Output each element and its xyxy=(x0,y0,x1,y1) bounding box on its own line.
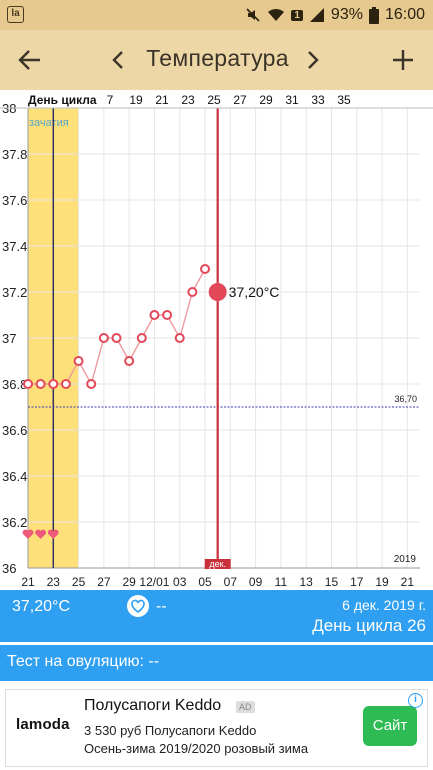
data-point xyxy=(86,379,97,389)
status-bar: la 1 93% 16:00 xyxy=(0,0,433,30)
x-tick-label: 27 xyxy=(97,575,111,589)
ad-badge: AD xyxy=(236,701,255,713)
cycle-day-label: 25 xyxy=(207,93,221,107)
x-tick-label: 29 xyxy=(122,575,136,589)
cycle-day-label: 23 xyxy=(181,93,195,107)
data-point xyxy=(136,333,147,343)
y-tick-label: 36.6 xyxy=(2,423,27,438)
x-tick-label: 19 xyxy=(375,575,389,589)
battery-icon xyxy=(368,6,379,24)
heart-icon xyxy=(47,529,59,539)
x-tick-label: 25 xyxy=(72,575,86,589)
ad-description-1: 3 530 руб Полусапоги Keddo xyxy=(84,723,257,738)
cycle-day-label: 19 xyxy=(129,93,143,107)
cycle-day-label: 7 xyxy=(107,93,114,107)
heart-icon xyxy=(35,529,47,539)
data-point xyxy=(60,379,71,389)
ovulation-test-label: Тест на овуляцию: -- xyxy=(7,653,160,670)
day-summary-bar[interactable]: 37,20°C -- 6 дек. 2019 г. День цикла 26 xyxy=(0,590,433,642)
year-label: 2019 xyxy=(394,554,417,565)
cycle-day-label: 27 xyxy=(233,93,247,107)
data-point xyxy=(23,379,33,389)
x-tick-label: 21 xyxy=(21,575,35,589)
y-tick-label: 36 xyxy=(2,561,16,576)
plus-icon[interactable] xyxy=(387,44,419,76)
selected-temperature: 37,20°C xyxy=(12,598,70,615)
x-tick-label: 03 xyxy=(173,575,187,589)
x-tick-label: 15 xyxy=(325,575,339,589)
y-tick-label: 36.2 xyxy=(2,515,27,530)
data-point xyxy=(187,287,198,297)
x-tick-label: 21 xyxy=(401,575,415,589)
x-tick-label: 09 xyxy=(249,575,263,589)
heart-icon xyxy=(22,529,34,539)
y-tick-label: 37.2 xyxy=(2,285,27,300)
y-tick-label: 37.8 xyxy=(2,147,27,162)
data-point xyxy=(73,356,84,366)
ad-site-button[interactable]: Сайт xyxy=(363,706,417,746)
y-tick-label: 36.8 xyxy=(2,377,27,392)
mute-icon xyxy=(246,8,260,22)
x-tick-label: 11 xyxy=(275,575,288,589)
signal-icon xyxy=(309,8,324,22)
x-tick-label: 05 xyxy=(198,575,212,589)
selected-point-label: 37,20°C xyxy=(229,284,280,300)
y-tick-label: 37 xyxy=(2,331,16,346)
selected-date: 6 дек. 2019 г. xyxy=(342,597,426,613)
coverline-label: 36,70 xyxy=(394,394,417,404)
cycle-day: День цикла 26 xyxy=(312,616,426,635)
cycle-day-label: 21 xyxy=(155,93,169,107)
temperature-chart[interactable]: зачатия 38 37.8 37.6 37.4 37.2 37 36.8 36.6 36.4 3… xyxy=(0,90,433,590)
battery-percent: 93% xyxy=(330,6,363,23)
cycle-day-label: 35 xyxy=(337,93,351,107)
heart-icon[interactable] xyxy=(127,595,149,617)
chart-svg: зачатия3837.837.637.437.23736.836.636.43… xyxy=(0,93,433,589)
x-tick-label: 23 xyxy=(47,575,61,589)
ad-banner[interactable]: lamoda Полусапоги Keddo AD 3 530 руб Пол… xyxy=(5,689,428,767)
selected-data-point xyxy=(208,283,227,301)
fertile-window-label: зачатия xyxy=(29,117,69,129)
cycle-day-label: 31 xyxy=(285,93,299,107)
toolbar: Температура xyxy=(0,30,433,90)
chevron-right-icon[interactable] xyxy=(303,46,323,74)
x-tick-label: 17 xyxy=(350,575,364,589)
note-value: -- xyxy=(156,598,167,615)
page-title: Температура xyxy=(146,45,289,71)
data-point xyxy=(35,379,46,389)
x-tick-label: 07 xyxy=(224,575,238,589)
data-point xyxy=(174,333,185,343)
data-point xyxy=(111,333,122,343)
data-point xyxy=(98,333,109,343)
ad-brand-logo: lamoda xyxy=(16,716,70,733)
cycle-day-header: День цикла xyxy=(28,93,97,107)
data-point xyxy=(200,264,211,274)
x-tick-label: 13 xyxy=(300,575,314,589)
back-arrow-icon[interactable] xyxy=(14,44,46,76)
data-point xyxy=(149,310,160,320)
sim-badge: 1 xyxy=(291,9,303,21)
cycle-day-label: 33 xyxy=(311,93,325,107)
y-tick-label: 37.6 xyxy=(2,193,27,208)
y-tick-label: 36.4 xyxy=(2,469,27,484)
data-point xyxy=(162,310,173,320)
ad-description-2: Осень-зима 2019/2020 розовый зима xyxy=(84,741,309,756)
x-tick-label: 12/01 xyxy=(139,575,169,589)
data-point xyxy=(48,379,59,389)
current-day-label-bg xyxy=(204,559,231,569)
ad-title[interactable]: Полусапоги Keddo xyxy=(84,697,222,714)
info-icon[interactable]: i xyxy=(408,693,423,708)
cycle-day-label: 29 xyxy=(259,93,273,107)
ovulation-test-row[interactable]: Тест на овуляцию: -- xyxy=(0,645,433,681)
chevron-left-icon[interactable] xyxy=(108,46,128,74)
current-day-label: дек. xyxy=(209,559,226,569)
clock: 16:00 xyxy=(384,6,425,23)
app-icon: la xyxy=(7,6,24,23)
y-tick-label: 37.4 xyxy=(2,239,27,254)
wifi-icon xyxy=(268,8,285,21)
data-point xyxy=(124,356,135,366)
